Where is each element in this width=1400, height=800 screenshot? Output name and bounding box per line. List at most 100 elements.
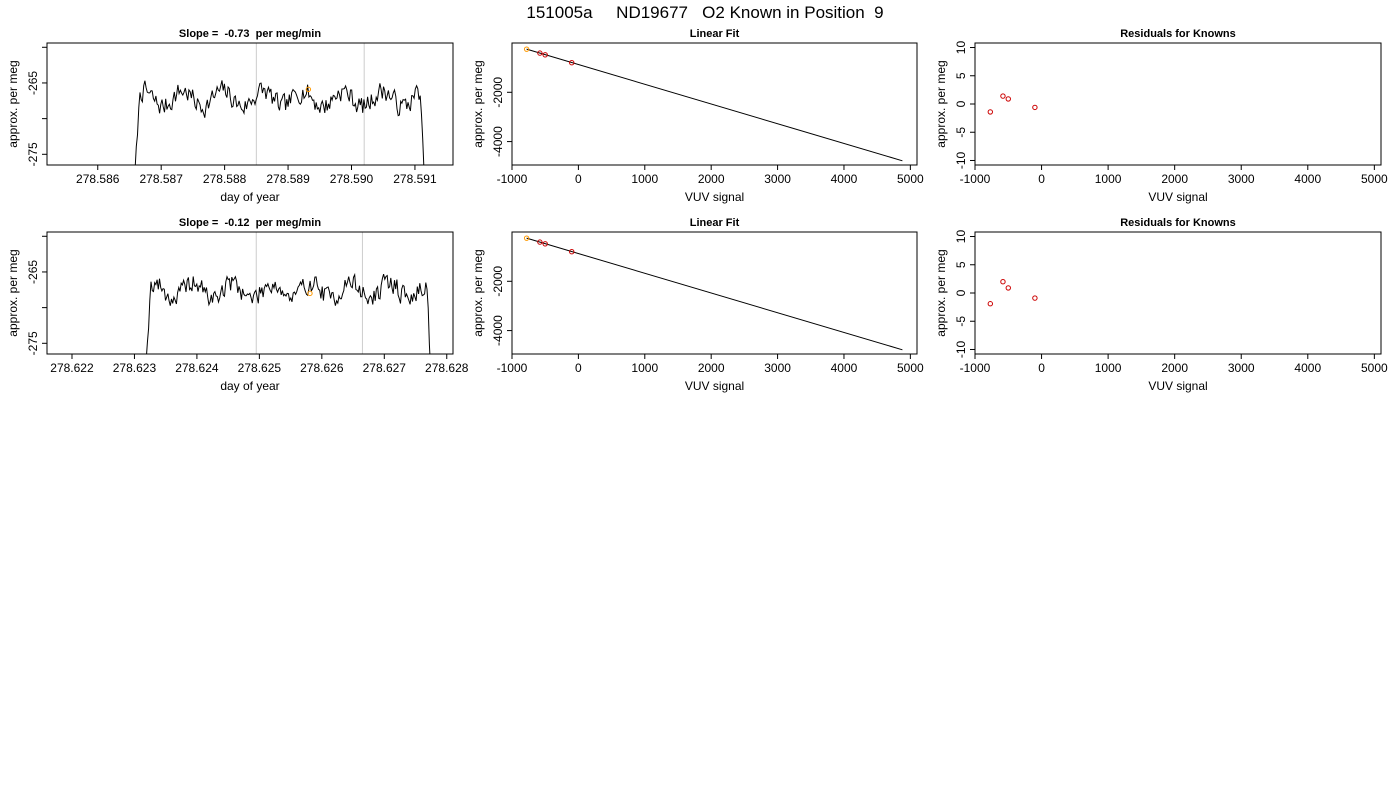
panel-5-title: Linear Fit: [690, 217, 740, 229]
panel-4-ytick-label: -265: [26, 260, 40, 284]
panel-5-ytick-label: -4000: [491, 315, 505, 346]
panel-6-plot-area: [987, 279, 1038, 307]
panel-1-ytick-label: -265: [26, 71, 40, 95]
panel-5-xtick-label: 1000: [631, 361, 658, 375]
panel-6-xtick-label: -1000: [960, 361, 991, 375]
panel-2-data-point: [542, 52, 548, 58]
panel-5-data-point: [569, 249, 575, 255]
panel-3-xtick-label: 2000: [1161, 172, 1188, 186]
panel-3-xtick-label: -1000: [960, 172, 991, 186]
panel-1-xlabel: day of year: [220, 190, 279, 204]
panel-2-ylabel: approx. per meg: [471, 60, 485, 147]
panel-1-xtick-label: 278.589: [266, 172, 310, 186]
panel-2-fit-line: [526, 48, 903, 162]
panel-3-ytick-label: 5: [954, 72, 968, 79]
panel-6-xtick-label: 0: [1038, 361, 1045, 375]
panel-5-xtick-label: 5000: [897, 361, 924, 375]
panel-6-frame: [974, 231, 1382, 355]
panel-4-highlight-point: [307, 290, 313, 297]
panel-6-ytick-label: 5: [954, 261, 968, 268]
panel-2-xtick-label: -1000: [497, 172, 528, 186]
panel-2-xtick-label: 4000: [831, 172, 858, 186]
panel-6-xtick-label: 2000: [1161, 361, 1188, 375]
panel-4-plot-area: [146, 232, 431, 354]
panel-4: Slope = -0.12 per meg/min day of year appr…: [6, 217, 469, 393]
panel-5-data-point: [542, 241, 548, 247]
panel-3-ytick-label: -5: [954, 127, 968, 138]
panel-6-ylabel: approx. per meg: [934, 249, 948, 336]
panel-2-xtick-label: 5000: [897, 172, 924, 186]
panel-1-title: Slope = -0.73 per meg/min: [179, 28, 321, 40]
panel-3-ytick-label: 10: [954, 41, 968, 55]
panel-6-xtick-label: 3000: [1228, 361, 1255, 375]
panel-4-series-line: [146, 272, 431, 354]
panel-4-ytick-label: -275: [26, 331, 40, 355]
panel-5-xtick-label: 2000: [698, 361, 725, 375]
panel-3-ytick-label: -10: [954, 151, 968, 169]
panel-5-ylabel: approx. per meg: [471, 249, 485, 336]
panel-2-xtick-label: 2000: [698, 172, 725, 186]
panel-2-xlabel: VUV signal: [685, 190, 744, 204]
panel-3-plot-area: [987, 93, 1038, 115]
panel-4-xtick-label: 278.626: [300, 361, 344, 375]
panel-4-xtick-label: 278.625: [238, 361, 282, 375]
panel-3-data-point: [987, 109, 994, 115]
panel-1: Slope = -0.73 per meg/min day of year appr…: [6, 28, 454, 204]
panel-3-xtick-label: 4000: [1294, 172, 1321, 186]
panel-3-title: Residuals for Knowns: [1120, 28, 1236, 40]
panel-1-ylabel: approx. per meg: [6, 60, 20, 147]
panel-5-xtick-label: -1000: [497, 361, 528, 375]
panel-6-data-point: [1000, 279, 1006, 285]
panel-6-ytick-label: 0: [954, 289, 968, 296]
panel-5-fit-line: [526, 237, 903, 351]
page-title: 151005a ND19677 O2 Known in Position 9: [526, 3, 883, 22]
panel-1-xtick-label: 278.586: [76, 172, 120, 186]
panel-6: Residuals for Knowns VUV signal approx. pe…: [934, 217, 1388, 393]
panel-3: Residuals for Knowns VUV signal approx. pe…: [934, 28, 1388, 204]
panel-3-xtick-label: 1000: [1095, 172, 1122, 186]
panel-4-xlabel: day of year: [220, 379, 279, 393]
panel-2-title: Linear Fit: [690, 28, 740, 40]
panel-4-title: Slope = -0.12 per meg/min: [179, 217, 321, 229]
panel-2-data-point: [523, 46, 530, 52]
panel-1-ytick-label: -275: [26, 142, 40, 166]
panel-5-xtick-label: 0: [575, 361, 582, 375]
panel-1-xtick-label: 278.588: [203, 172, 247, 186]
panel-1-series-line: [134, 80, 425, 165]
panel-5-xtick-label: 4000: [831, 361, 858, 375]
panel-3-xtick-label: 5000: [1361, 172, 1388, 186]
panel-2-xtick-label: 1000: [631, 172, 658, 186]
panel-5-xlabel: VUV signal: [685, 379, 744, 393]
panel-5-data-point: [537, 239, 543, 245]
panel-2-plot-area: [523, 46, 903, 162]
panel-3-xlabel: VUV signal: [1148, 190, 1207, 204]
panel-3-ytick-label: 0: [954, 100, 968, 107]
panel-3-ylabel: approx. per meg: [934, 60, 948, 147]
panel-6-xtick-label: 4000: [1294, 361, 1321, 375]
panel-6-xtick-label: 1000: [1095, 361, 1122, 375]
panel-1-xtick-label: 278.591: [393, 172, 437, 186]
panel-6-xlabel: VUV signal: [1148, 379, 1207, 393]
panel-4-xtick-label: 278.627: [363, 361, 407, 375]
panel-4-frame: [46, 231, 454, 355]
panel-3-data-point: [1000, 93, 1006, 99]
panel-4-xtick-label: 278.628: [425, 361, 469, 375]
panel-2: Linear Fit VUV signal approx. per meg -1000…: [471, 28, 924, 204]
panel-5-frame: [511, 231, 918, 355]
panel-5-ytick-label: -2000: [491, 266, 505, 297]
panel-4-xtick-label: 278.622: [50, 361, 94, 375]
panel-3-frame: [974, 42, 1382, 166]
panel-2-data-point: [537, 50, 543, 56]
panel-6-xtick-label: 5000: [1361, 361, 1388, 375]
panel-1-highlight-point: [305, 86, 312, 93]
panels-group: Slope = -0.73 per meg/min day of year appr…: [6, 28, 1388, 393]
panel-1-xtick-label: 278.590: [330, 172, 374, 186]
panel-2-frame: [511, 42, 918, 166]
panel-4-xtick-label: 278.623: [113, 361, 157, 375]
panel-6-data-point: [1005, 285, 1011, 291]
panel-5-data-point: [523, 235, 530, 241]
panel-6-ytick-label: -5: [954, 316, 968, 327]
panel-2-data-point: [569, 60, 575, 66]
panel-5-xtick-label: 3000: [764, 361, 791, 375]
